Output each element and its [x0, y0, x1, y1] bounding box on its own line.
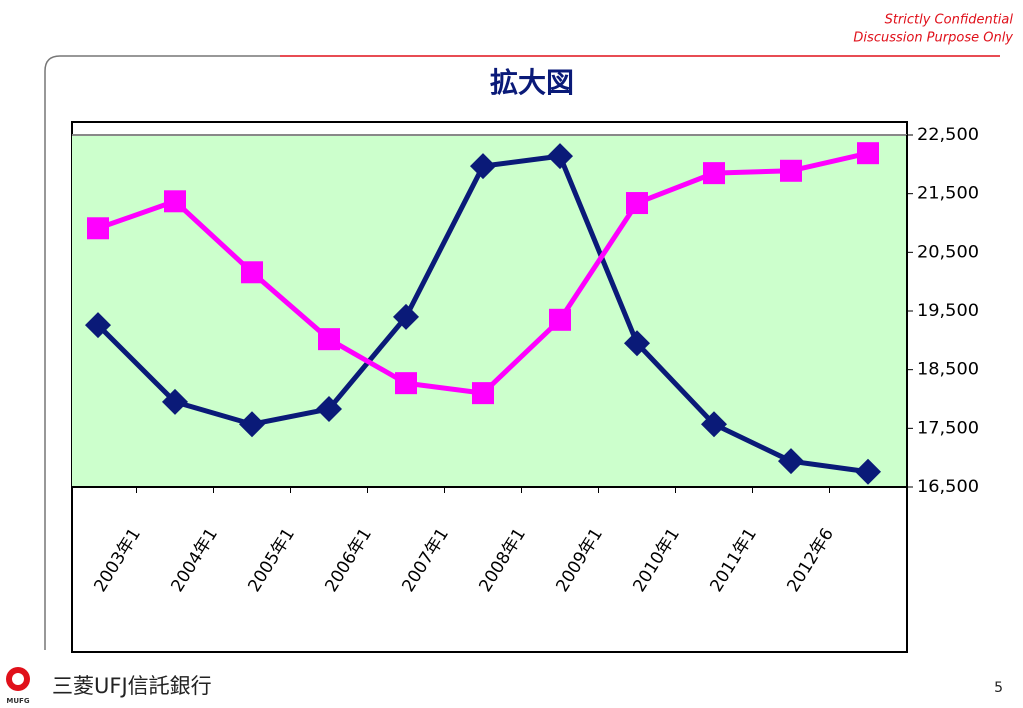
marker [393, 303, 419, 330]
marker [162, 388, 188, 415]
marker [87, 217, 109, 240]
marker [470, 153, 496, 180]
y-tick-label: 22,500 [917, 125, 979, 145]
y-tick-label: 17,500 [917, 418, 979, 438]
purpose: Discussion Purpose Only [853, 31, 1013, 46]
y-tick-label: 16,500 [917, 477, 979, 497]
marker [855, 458, 881, 485]
marker [857, 142, 879, 165]
marker [316, 395, 342, 422]
marker [549, 308, 571, 331]
marker [626, 192, 648, 215]
marker [318, 328, 340, 351]
logo-text: MUFG [6, 697, 29, 705]
frame [44, 55, 280, 650]
marker [778, 448, 804, 475]
chart-title: 拡大図 [490, 66, 574, 99]
marker [703, 162, 725, 185]
marker [472, 382, 494, 405]
plot-area [72, 135, 907, 487]
y-tick-label: 20,500 [917, 242, 979, 262]
marker [701, 411, 727, 438]
marker [85, 312, 111, 339]
marker [241, 261, 263, 284]
y-tick-label: 21,500 [917, 184, 979, 204]
marker [547, 143, 573, 170]
marker [239, 411, 265, 438]
marker [780, 159, 802, 182]
marker [624, 330, 650, 357]
y-tick-label: 18,500 [917, 360, 979, 380]
logo-hole [12, 673, 24, 685]
marker [395, 372, 417, 395]
confidential: Strictly Confidential [885, 13, 1014, 28]
y-tick-label: 19,500 [917, 301, 979, 321]
brand: 三菱UFJ信託銀行 [52, 674, 212, 698]
marker [164, 190, 186, 213]
page-number: 5 [994, 680, 1003, 696]
